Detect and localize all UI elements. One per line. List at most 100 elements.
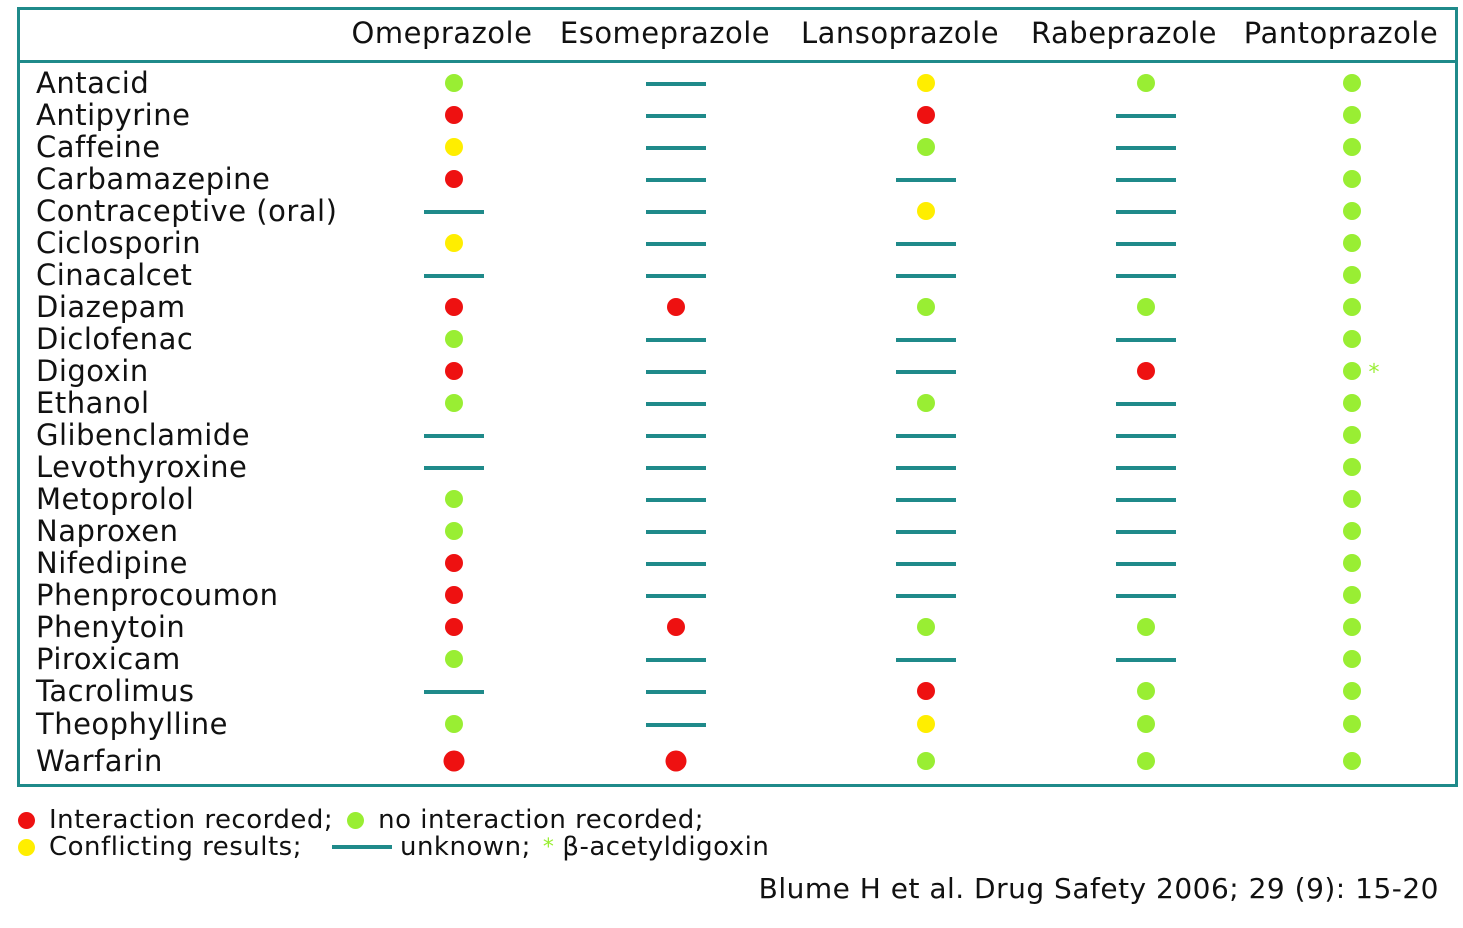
no-interaction-dot-icon	[1343, 106, 1361, 124]
unknown-dash-icon	[646, 242, 706, 246]
unknown-dash-icon	[646, 466, 706, 470]
legend-asterisk-note: β-acetyldigoxin	[562, 832, 770, 862]
unknown-dash-icon	[646, 338, 706, 342]
no-interaction-dot-icon	[445, 650, 463, 668]
column-header-esomeprazole: Esomeprazole	[559, 16, 771, 50]
interaction-dot-icon	[917, 106, 935, 124]
unknown-dash-icon	[1116, 594, 1176, 598]
unknown-dash-icon	[424, 690, 484, 694]
unknown-dash-icon	[896, 274, 956, 278]
row-label: Levothyroxine	[36, 450, 248, 484]
unknown-dash-icon	[1116, 562, 1176, 566]
unknown-dash-icon	[424, 434, 484, 438]
row-label: Phenprocoumon	[36, 578, 279, 612]
unknown-dash-icon	[646, 114, 706, 118]
no-interaction-dot-icon	[445, 394, 463, 412]
interaction-dot-icon	[445, 554, 463, 572]
column-header-pantoprazole: Pantoprazole	[1243, 16, 1439, 50]
no-interaction-dot-icon	[1343, 618, 1361, 636]
unknown-dash-icon	[1116, 498, 1176, 502]
no-interaction-dot-icon	[445, 522, 463, 540]
asterisk-icon: *	[542, 834, 555, 860]
no-interaction-dot-icon	[917, 752, 935, 770]
row-label: Piroxicam	[36, 642, 181, 676]
green-dot-icon	[347, 811, 365, 829]
unknown-dash-icon	[424, 274, 484, 278]
column-header-omeprazole: Omeprazole	[351, 16, 533, 50]
row-label: Phenytoin	[36, 610, 186, 644]
no-interaction-dot-icon	[1343, 202, 1361, 220]
no-interaction-dot-icon	[917, 138, 935, 156]
interaction-dot-icon	[1137, 362, 1155, 380]
legend-no-interaction: no interaction recorded;	[378, 805, 704, 835]
no-interaction-dot-icon	[1343, 458, 1361, 476]
unknown-dash-icon	[896, 178, 956, 182]
unknown-dash-icon	[646, 594, 706, 598]
interaction-dot-icon	[445, 618, 463, 636]
unknown-dash-icon	[646, 402, 706, 406]
no-interaction-dot-icon	[1137, 682, 1155, 700]
unknown-dash-icon	[896, 562, 956, 566]
red-dot-icon	[18, 811, 35, 829]
interaction-dot-icon	[445, 106, 463, 124]
no-interaction-dot-icon	[1343, 74, 1361, 92]
no-interaction-dot-icon	[1343, 682, 1361, 700]
unknown-dash-icon	[646, 690, 706, 694]
unknown-dash-icon	[646, 370, 706, 374]
conflicting-dot-icon	[917, 715, 935, 733]
no-interaction-dot-icon	[1343, 650, 1361, 668]
legend-conflicting: Conflicting results;	[49, 832, 302, 862]
interaction-dot-icon	[445, 586, 463, 604]
row-label: Contraceptive (oral)	[36, 194, 338, 228]
row-label: Caffeine	[36, 130, 161, 164]
interaction-dot-icon	[443, 750, 465, 772]
unknown-dash-icon	[1116, 114, 1176, 118]
column-header-rabeprazole: Rabeprazole	[1031, 16, 1217, 50]
no-interaction-dot-icon	[1343, 298, 1361, 316]
unknown-dash-icon	[896, 498, 956, 502]
unknown-dash-icon	[646, 723, 706, 727]
no-interaction-dot-icon	[1343, 554, 1361, 572]
citation: Blume H et al. Drug Safety 2006; 29 (9):…	[758, 872, 1439, 905]
asterisk-icon: *	[1368, 360, 1380, 386]
interaction-dot-icon	[445, 298, 463, 316]
unknown-dash-icon	[1116, 146, 1176, 150]
interaction-dot-icon	[665, 750, 687, 772]
no-interaction-dot-icon	[1343, 752, 1361, 770]
row-label: Antipyrine	[36, 98, 191, 132]
header-divider	[17, 60, 1458, 63]
interaction-dot-icon	[917, 682, 935, 700]
unknown-dash-icon	[896, 466, 956, 470]
no-interaction-dot-icon	[1343, 522, 1361, 540]
no-interaction-dot-icon	[1137, 618, 1155, 636]
unknown-dash-icon	[646, 178, 706, 182]
no-interaction-dot-icon	[1137, 298, 1155, 316]
legend-interaction: Interaction recorded;	[49, 805, 334, 835]
unknown-dash-icon	[1116, 242, 1176, 246]
no-interaction-dot-icon	[1343, 266, 1361, 284]
no-interaction-dot-icon	[1343, 234, 1361, 252]
row-label: Carbamazepine	[36, 162, 271, 196]
unknown-dash-icon	[646, 210, 706, 214]
row-label: Glibenclamide	[36, 418, 251, 452]
unknown-dash-icon	[1116, 434, 1176, 438]
no-interaction-dot-icon	[1137, 74, 1155, 92]
no-interaction-dot-icon	[1343, 170, 1361, 188]
unknown-dash-icon	[896, 370, 956, 374]
row-label: Ethanol	[36, 386, 150, 420]
interaction-dot-icon	[445, 170, 463, 188]
no-interaction-dot-icon	[1343, 426, 1361, 444]
interaction-dot-icon	[667, 618, 685, 636]
no-interaction-dot-icon	[1343, 362, 1361, 380]
unknown-dash-icon	[896, 594, 956, 598]
unknown-dash-icon	[1116, 274, 1176, 278]
row-label: Tacrolimus	[36, 674, 195, 708]
row-label: Theophylline	[36, 707, 229, 741]
unknown-dash-icon	[646, 434, 706, 438]
no-interaction-dot-icon	[917, 298, 935, 316]
no-interaction-dot-icon	[445, 715, 463, 733]
row-label: Metoprolol	[36, 482, 195, 516]
row-label: Nifedipine	[36, 546, 188, 580]
conflicting-dot-icon	[445, 234, 463, 252]
unknown-dash-icon	[896, 338, 956, 342]
